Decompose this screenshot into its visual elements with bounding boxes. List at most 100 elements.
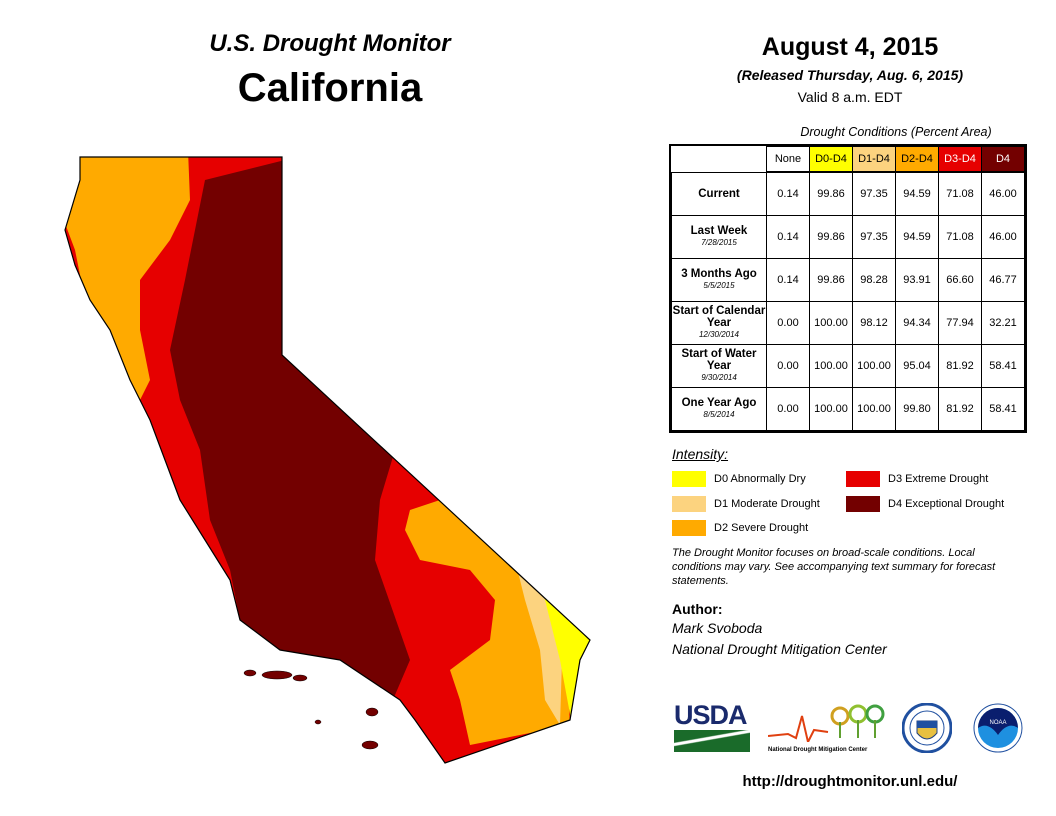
ndmc-logo: National Drought Mitigation Center <box>767 702 888 753</box>
row-date: 5/5/2015 <box>703 281 735 290</box>
d2-north-region <box>65 157 190 410</box>
table-row: Start of Calendar Year 12/30/2014 0.00 100.… <box>671 301 1025 345</box>
table-cell: 98.28 <box>852 258 896 302</box>
row-date: 7/28/2015 <box>701 238 737 247</box>
map-title: U.S. Drought Monitor <box>209 30 451 57</box>
d1-region <box>515 560 562 725</box>
table-cell: 0.00 <box>766 387 810 431</box>
table-cell: 77.94 <box>938 301 982 345</box>
column-header: D4 <box>981 146 1025 173</box>
table-row: Start of Water Year 9/30/2014 0.00 100.00 10… <box>671 344 1025 388</box>
author-label: Author: <box>672 601 723 617</box>
table-cell: 32.21 <box>981 301 1025 345</box>
table-cell: 58.41 <box>981 344 1025 388</box>
row-label: One Year Ago 8/5/2014 <box>671 387 767 431</box>
table-row: Last Week 7/28/2015 0.14 99.86 97.35 94.59 71.… <box>671 215 1025 259</box>
release-date: (Released Thursday, Aug. 6, 2015) <box>736 67 964 83</box>
table-cell: 94.34 <box>895 301 939 345</box>
column-header: D2-D4 <box>895 146 939 173</box>
legend-item: D0 Abnormally Dry <box>672 471 806 487</box>
author-org: National Drought Mitigation Center <box>672 641 887 657</box>
table-row: Current 0.14 99.86 97.35 94.59 71.08 46.00 <box>671 171 1025 216</box>
legend-label: D4 Exceptional Drought <box>888 498 1005 510</box>
row-label: Current <box>671 171 767 216</box>
table-cell: 100.00 <box>852 344 896 388</box>
legend-item: D4 Exceptional Drought <box>846 496 1004 512</box>
table-cell: 71.08 <box>938 171 982 216</box>
table-cell: 99.86 <box>809 215 853 259</box>
table-cell: 100.00 <box>809 387 853 431</box>
legend-label: D2 Severe Drought <box>714 522 809 534</box>
table-cell: 66.60 <box>938 258 982 302</box>
table-cell: 81.92 <box>938 344 982 388</box>
california-drought-map <box>64 156 591 764</box>
table-cell: 97.35 <box>852 215 896 259</box>
table-cell: 93.91 <box>895 258 939 302</box>
column-header: D3-D4 <box>938 146 982 173</box>
legend-item: D2 Severe Drought <box>672 520 808 536</box>
row-date: 12/30/2014 <box>698 330 740 339</box>
legend-swatch <box>672 496 706 512</box>
d4-region <box>170 160 410 702</box>
channel-islands <box>243 669 379 750</box>
table-cell: 81.92 <box>938 387 982 431</box>
legend-swatch <box>846 496 880 512</box>
author-name: Mark Svoboda <box>672 620 763 636</box>
row-label-text: Last Week <box>690 225 748 237</box>
column-header: D0-D4 <box>809 146 853 173</box>
legend-label: D0 Abnormally Dry <box>714 473 806 485</box>
table-cell: 99.80 <box>895 387 939 431</box>
disclaimer-note: The Drought Monitor focuses on broad-sca… <box>672 547 996 587</box>
legend-label: D1 Moderate Drought <box>714 498 820 510</box>
website-link[interactable]: http://droughtmonitor.unl.edu/ <box>742 773 958 790</box>
row-date: 8/5/2014 <box>703 410 735 419</box>
row-label: Start of Water Year 9/30/2014 <box>671 344 767 388</box>
table-cell: 99.86 <box>809 171 853 216</box>
row-label: 3 Months Ago 5/5/2015 <box>671 258 767 302</box>
noaa-logo: NOAA <box>973 703 1023 753</box>
legend-title: Intensity: <box>672 446 729 462</box>
region-title: California <box>237 66 423 110</box>
row-label-text: Start of Water Year <box>681 348 757 372</box>
table-row: 3 Months Ago 5/5/2015 0.14 99.86 98.28 93.91 6… <box>671 258 1025 302</box>
row-date: 9/30/2014 <box>701 373 737 382</box>
table-cell: 46.00 <box>981 171 1025 216</box>
valid-time: Valid 8 a.m. EDT <box>797 89 903 105</box>
legend-swatch <box>672 471 706 487</box>
legend-item: D1 Moderate Drought <box>672 496 820 512</box>
table-cell: 100.00 <box>809 301 853 345</box>
table-cell: 46.77 <box>981 258 1025 302</box>
table-cell: 0.14 <box>766 258 810 302</box>
row-label-text: Current <box>698 187 740 200</box>
row-label-text: One Year Ago <box>681 397 757 409</box>
row-label: Last Week 7/28/2015 <box>671 215 767 259</box>
legend-label: D3 Extreme Drought <box>888 473 989 485</box>
table-cell: 0.14 <box>766 215 810 259</box>
legend-swatch <box>672 520 706 536</box>
table-cell: 97.35 <box>852 171 896 216</box>
table-cell: 0.14 <box>766 171 810 216</box>
commerce-seal-icon <box>902 703 952 753</box>
table-cell: 98.12 <box>852 301 896 345</box>
table-row: One Year Ago 8/5/2014 0.00 100.00 100.00 99.8… <box>671 387 1025 431</box>
header-blank <box>672 147 767 173</box>
d0-region <box>540 580 590 725</box>
legend-item: D3 Extreme Drought <box>846 471 988 487</box>
map-date: August 4, 2015 <box>761 33 939 61</box>
table-caption: Drought Conditions (Percent Area) <box>800 125 992 139</box>
trees-icon <box>767 704 885 745</box>
table-cell: 94.59 <box>895 171 939 216</box>
table-cell: 100.00 <box>852 387 896 431</box>
table-cell: 99.86 <box>809 258 853 302</box>
table-cell: 95.04 <box>895 344 939 388</box>
column-header: None <box>766 146 810 173</box>
table-cell: 0.00 <box>766 301 810 345</box>
column-header: D1-D4 <box>852 146 896 173</box>
table-cell: 100.00 <box>809 344 853 388</box>
table-cell: 94.59 <box>895 215 939 259</box>
svg-text:NOAA: NOAA <box>989 720 1006 726</box>
row-label-text: Start of Calendar Year <box>672 305 766 329</box>
row-label: Start of Calendar Year 12/30/2014 <box>671 301 767 345</box>
legend-swatch <box>846 471 880 487</box>
usda-logo: USDA <box>674 702 750 752</box>
